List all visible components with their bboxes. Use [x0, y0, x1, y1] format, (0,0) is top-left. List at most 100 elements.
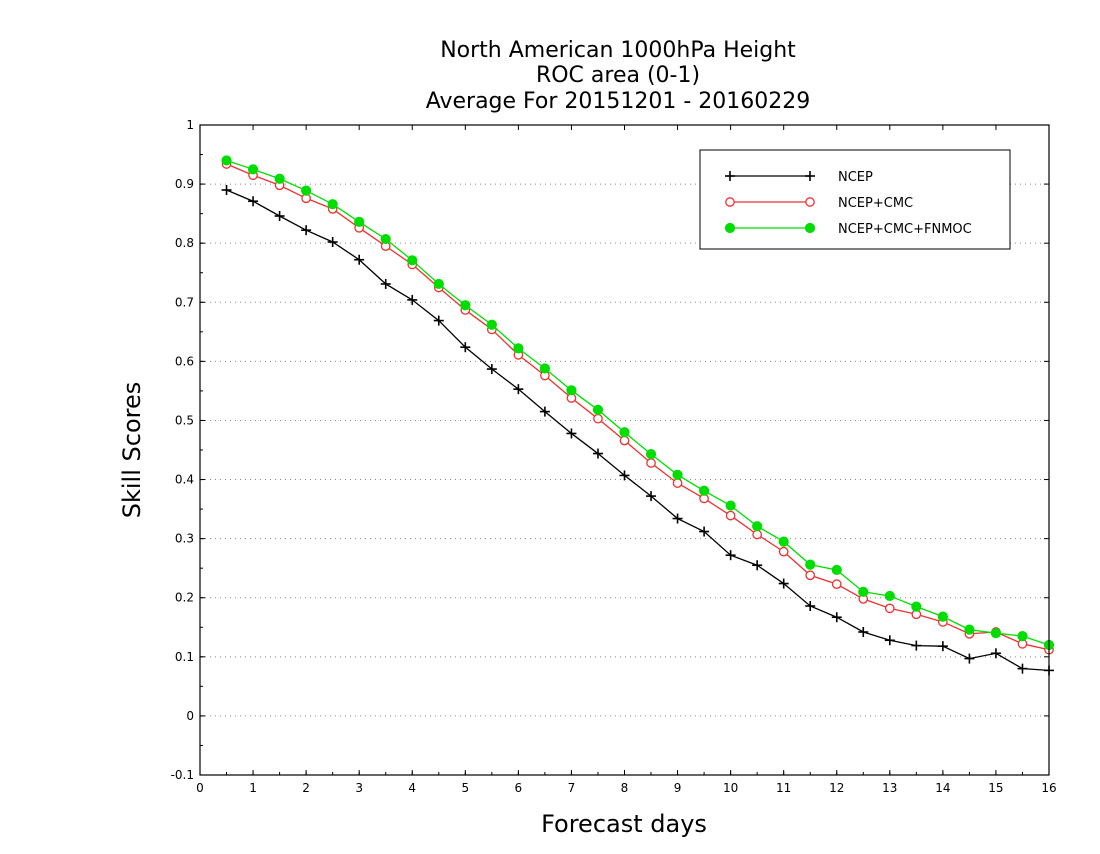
data-point [460, 300, 471, 311]
legend-marker-end [805, 197, 815, 207]
legend-marker-end [805, 171, 815, 181]
series-line [226, 189, 1050, 672]
data-point [884, 635, 895, 646]
data-point [539, 363, 551, 374]
data-point [248, 196, 259, 207]
y-tick-label: 0.4 [175, 473, 194, 487]
y-tick-label: 0.7 [175, 295, 194, 309]
data-point [752, 521, 763, 532]
data-point [805, 570, 816, 581]
axis-ticks: -0.100.10.20.30.40.50.60.70.80.910 1 2 3 4 5 6… [171, 118, 1057, 795]
x-tick-label: 0 [196, 781, 204, 795]
data-point [831, 564, 842, 576]
data-point [884, 590, 895, 602]
data-point [566, 428, 577, 439]
data-point [566, 385, 577, 396]
data-point [460, 342, 471, 353]
x-tick-label: 16 [1041, 781, 1056, 795]
data-point [725, 510, 736, 521]
x-tick-label: 2 [302, 781, 310, 795]
y-tick-label: 0.2 [175, 591, 194, 605]
data-point [937, 641, 948, 652]
data-point [990, 628, 1002, 639]
data-point [407, 294, 418, 305]
data-point [858, 627, 869, 637]
data-point [247, 164, 259, 175]
x-tick-label: 13 [882, 781, 897, 795]
data-point [911, 601, 922, 612]
series-layer [221, 155, 1055, 676]
data-point [884, 603, 895, 614]
x-tick-label: 15 [988, 781, 1003, 795]
data-point [301, 185, 312, 196]
data-point [752, 529, 763, 540]
data-point [646, 458, 656, 468]
data-point [699, 526, 710, 537]
data-point [354, 216, 365, 228]
data-point [433, 278, 444, 290]
legend-marker-end [804, 222, 816, 234]
x-tick-label: 4 [408, 781, 416, 795]
data-point [513, 343, 524, 354]
chart-titles: North American 1000hPa Height ROC area (… [426, 38, 811, 114]
y-tick-label: 0.3 [175, 532, 194, 546]
legend-entry: NCEP [725, 170, 873, 185]
data-point [354, 254, 365, 265]
x-tick-label: 12 [829, 781, 844, 795]
data-point [645, 449, 657, 460]
x-axis-label: Forecast days [541, 810, 707, 838]
data-point [592, 448, 603, 459]
data-point [1017, 663, 1028, 674]
data-point [274, 173, 285, 184]
data-point [805, 559, 816, 570]
data-point [619, 435, 630, 446]
data-point [592, 404, 604, 415]
legend-label: NCEP [838, 170, 873, 185]
x-tick-label: 8 [621, 781, 629, 795]
data-point [1017, 631, 1028, 642]
y-tick-label: 0.1 [175, 650, 194, 664]
data-point [619, 427, 630, 438]
legend-marker-start [725, 197, 735, 207]
x-tick-label: 6 [515, 781, 523, 795]
data-point [698, 485, 710, 496]
y-tick-label: 0.8 [175, 236, 194, 250]
data-point [407, 255, 418, 266]
axis-labels: Forecast days Skill Scores [118, 382, 707, 838]
x-tick-label: 10 [723, 781, 738, 795]
data-point [964, 624, 975, 635]
y-tick-label: 0.5 [175, 413, 194, 427]
data-point [486, 364, 497, 375]
data-point [805, 601, 816, 611]
x-tick-label: 14 [935, 781, 950, 795]
plot-frame [199, 124, 1050, 776]
x-tick-label: 1 [249, 781, 257, 795]
data-point [380, 278, 391, 289]
data-point [327, 199, 338, 210]
data-point [831, 579, 842, 589]
x-tick-label: 7 [568, 781, 576, 795]
data-point [672, 513, 683, 524]
data-point [593, 413, 603, 424]
data-point [327, 237, 338, 247]
data-point [990, 648, 1001, 659]
x-tick-label: 5 [461, 781, 469, 795]
data-point [964, 653, 975, 664]
legend-marker-start [724, 222, 736, 234]
y-tick-label: 0.6 [175, 354, 194, 368]
data-point [619, 470, 630, 481]
legend: NCEP NCEP+CMC NCEP+CMC+FNMOC [699, 149, 1011, 250]
chart-subtitle-roc: ROC area (0-1) [536, 63, 700, 88]
data-point [301, 225, 312, 236]
data-point [380, 233, 391, 245]
chart-title: North American 1000hPa Height [440, 38, 796, 63]
data-point [433, 315, 444, 326]
series-ncep-cmc-fnmoc [221, 155, 1055, 651]
data-point [937, 611, 948, 622]
data-point [646, 491, 657, 502]
data-point [539, 406, 550, 417]
chart-subtitle-period: Average For 20151201 - 20160229 [426, 89, 811, 114]
legend-entry: NCEP+CMC [725, 196, 913, 211]
